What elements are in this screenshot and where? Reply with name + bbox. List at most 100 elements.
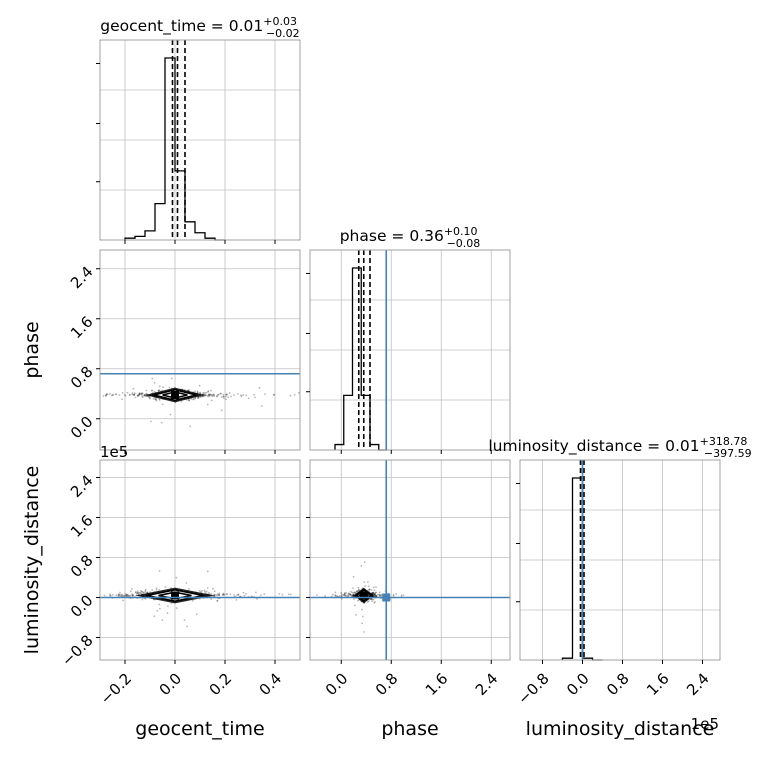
sample-point <box>368 589 370 591</box>
offset-text-luminosity-y: 1e5 <box>100 443 128 461</box>
sample-point <box>225 393 228 396</box>
sample-point <box>170 602 173 605</box>
sample-point <box>202 391 205 394</box>
sample-point <box>155 587 158 590</box>
sample-point <box>222 593 225 596</box>
sample-point <box>149 397 151 400</box>
sample-point <box>372 593 375 596</box>
sample-point <box>392 594 395 597</box>
sample-point <box>136 592 139 594</box>
sample-point <box>363 581 366 583</box>
sample-point <box>352 594 354 597</box>
sample-point <box>151 589 154 592</box>
sample-point <box>218 594 221 597</box>
sample-point <box>352 594 355 597</box>
sample-point <box>336 595 339 598</box>
sample-point <box>203 393 206 396</box>
sample-point <box>145 393 148 395</box>
sample-point <box>213 594 216 597</box>
title-lower-error: −397.59 <box>704 447 752 460</box>
sample-point <box>151 377 154 380</box>
sample-point <box>144 597 147 600</box>
sample-point <box>402 594 405 597</box>
sample-point <box>281 593 284 596</box>
sample-point <box>253 393 255 396</box>
sample-point <box>373 593 376 596</box>
sample-point <box>334 594 337 596</box>
sample-point <box>371 592 374 594</box>
sample-point <box>372 591 374 594</box>
sample-point <box>368 588 371 591</box>
sample-point <box>198 384 201 387</box>
title-main: geocent_time = 0.01 <box>100 17 263 36</box>
sample-point <box>228 392 231 394</box>
sample-point <box>125 594 128 597</box>
sample-point <box>141 395 144 398</box>
sample-point <box>210 393 212 396</box>
sample-point <box>115 393 118 396</box>
sample-point <box>118 595 121 597</box>
sample-point <box>139 589 142 592</box>
sample-point <box>368 588 371 591</box>
sample-point <box>105 394 107 397</box>
sample-point <box>375 591 378 594</box>
sample-point <box>361 622 363 625</box>
sample-point <box>351 594 354 597</box>
sample-point <box>157 588 160 591</box>
sample-point <box>131 594 134 597</box>
sample-point <box>150 420 152 423</box>
sample-point <box>240 395 243 398</box>
sample-point <box>140 392 143 395</box>
sample-point <box>137 394 140 397</box>
sample-point <box>135 591 137 593</box>
panel-frame-1-1 <box>309 249 511 451</box>
sample-point <box>155 398 157 401</box>
sample-point <box>203 394 205 397</box>
sample-point <box>216 593 219 595</box>
sample-point <box>139 591 142 594</box>
sample-point <box>220 409 223 412</box>
sample-point <box>110 394 113 397</box>
sample-point <box>189 425 192 428</box>
sample-point <box>205 394 208 397</box>
sample-point <box>196 391 199 394</box>
sample-point <box>216 599 219 602</box>
sample-point <box>123 595 126 598</box>
sample-point <box>373 595 376 598</box>
sample-point <box>153 382 156 384</box>
sample-point <box>395 593 398 595</box>
sample-point <box>345 594 348 597</box>
sample-point <box>192 398 195 401</box>
sample-point <box>218 592 221 595</box>
sample-point <box>154 398 157 400</box>
sample-point <box>378 593 381 596</box>
sample-point <box>150 389 153 392</box>
sample-point <box>347 592 350 595</box>
sample-point <box>132 594 135 596</box>
sample-point <box>348 593 351 596</box>
sample-point <box>120 593 123 596</box>
sample-point <box>149 397 151 399</box>
sample-point <box>131 392 134 394</box>
sample-point <box>104 395 107 397</box>
sample-point <box>109 594 111 597</box>
sample-point <box>168 386 171 389</box>
sample-point <box>106 393 109 396</box>
sample-point <box>129 590 132 593</box>
sample-point <box>207 390 210 392</box>
sample-point <box>354 591 356 594</box>
sample-point <box>158 385 161 388</box>
sample-point <box>141 393 144 395</box>
sample-point <box>136 395 139 397</box>
sample-point <box>144 394 147 397</box>
sample-point <box>357 588 360 591</box>
sample-point <box>115 594 118 597</box>
sample-point <box>207 391 209 393</box>
sample-point <box>187 399 190 402</box>
sample-point <box>343 594 346 597</box>
sample-point <box>254 396 256 399</box>
axes-layer <box>96 39 721 664</box>
sample-point <box>210 592 213 595</box>
sample-point <box>336 595 338 598</box>
